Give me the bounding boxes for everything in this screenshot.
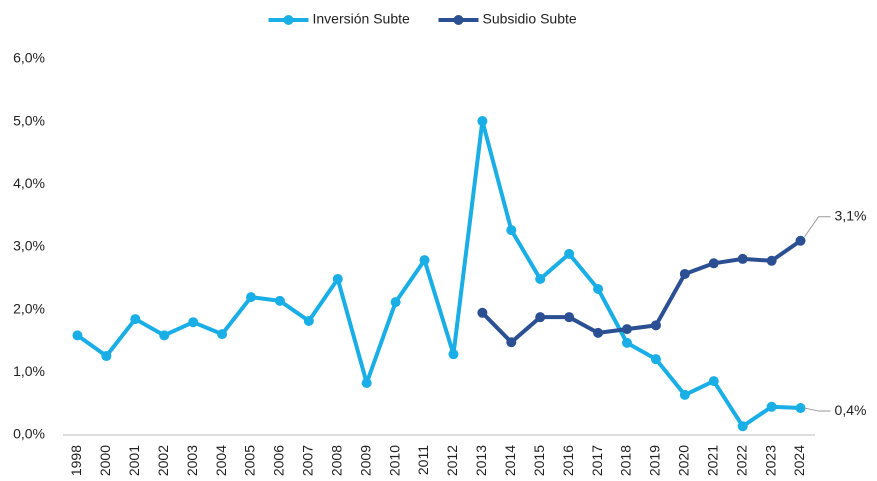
x-tick-label: 2016 [560, 445, 576, 476]
point [679, 389, 690, 400]
point [593, 327, 604, 338]
x-tick-label: 2019 [647, 445, 663, 476]
point [130, 314, 141, 325]
x-tick-label: 2021 [704, 445, 720, 476]
point [564, 312, 575, 323]
y-tick-label: 4,0% [13, 175, 45, 191]
point [708, 376, 719, 387]
legend-label: Inversión Subte [313, 11, 410, 27]
x-tick-label: 2022 [733, 445, 749, 476]
y-tick-label: 1,0% [13, 363, 45, 379]
y-tick-label: 5,0% [13, 112, 45, 128]
point [101, 351, 112, 362]
point [535, 273, 546, 284]
x-tick-label: 2011 [415, 445, 431, 475]
point [622, 324, 632, 335]
x-tick-label: 2020 [676, 445, 692, 476]
point [246, 292, 256, 303]
point [737, 421, 748, 432]
point [506, 337, 517, 348]
point [622, 337, 632, 348]
y-tick-label: 6,0% [13, 50, 45, 66]
x-tick-label: 2003 [184, 445, 200, 476]
point [766, 255, 777, 266]
point [188, 317, 199, 328]
legend-label: Subsidio Subte [483, 11, 577, 27]
point [217, 329, 228, 340]
data-label: 0,4% [835, 402, 867, 418]
x-tick-label: 2012 [444, 445, 460, 476]
leader-line [804, 216, 831, 238]
x-tick-label: 2001 [126, 445, 142, 476]
x-tick-label: 2017 [589, 445, 605, 476]
point [506, 225, 517, 236]
x-tick-label: 2006 [271, 445, 287, 476]
point [477, 116, 488, 127]
x-tick-label: 1998 [68, 445, 84, 476]
x-tick-label: 2018 [618, 445, 634, 476]
x-tick-label: 2008 [328, 445, 344, 476]
point [159, 330, 170, 341]
x-tick-label: 2014 [502, 445, 518, 476]
point [361, 377, 372, 388]
point [535, 312, 546, 323]
x-tick-label: 2024 [791, 445, 807, 476]
x-tick-label: 2023 [762, 445, 778, 476]
x-tick-label: 2002 [155, 445, 171, 476]
point [766, 401, 777, 412]
point [274, 295, 285, 306]
y-tick-label: 3,0% [13, 238, 45, 254]
legend-marker [453, 15, 464, 25]
x-tick-label: 2015 [531, 445, 547, 476]
x-tick-label: 2010 [386, 445, 402, 476]
x-tick-label: 2005 [242, 445, 258, 476]
x-tick-label: 2004 [213, 445, 229, 476]
x-tick-label: 2007 [300, 445, 316, 476]
data-label: 3,1% [835, 207, 867, 223]
point [477, 307, 488, 318]
point [332, 273, 343, 284]
point [390, 297, 401, 308]
series-line [480, 239, 802, 345]
x-tick-label: 2000 [97, 445, 113, 476]
point [650, 354, 661, 365]
point [448, 349, 459, 360]
point [650, 320, 661, 331]
point [737, 253, 748, 264]
leader-line [804, 407, 831, 412]
point [564, 248, 575, 259]
point [795, 235, 806, 246]
point [679, 268, 690, 279]
x-tick-label: 2013 [473, 445, 489, 476]
point [303, 315, 314, 326]
point [419, 255, 430, 266]
x-tick-label: 2009 [357, 445, 373, 476]
point [593, 283, 604, 294]
y-tick-label: 2,0% [13, 300, 45, 316]
point [708, 258, 719, 269]
point [72, 330, 83, 341]
point [795, 403, 806, 414]
series-line [76, 119, 801, 429]
legend-marker [283, 15, 294, 25]
y-tick-label: 0,0% [13, 426, 45, 442]
